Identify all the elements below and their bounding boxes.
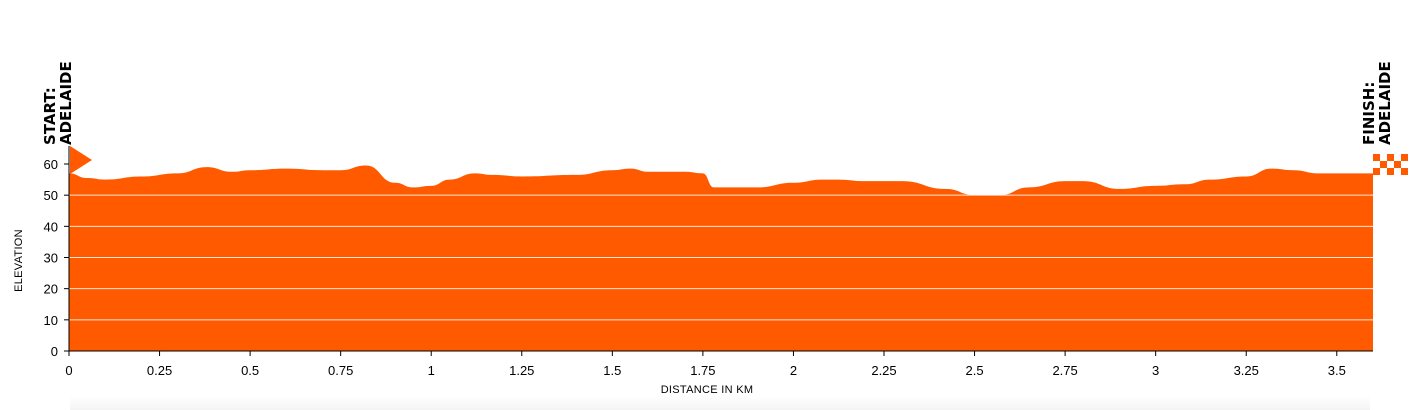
flag-square [1380,168,1387,175]
flag-square [1373,161,1380,168]
gridlines-overlay [69,163,1373,321]
flag-square [1394,168,1401,175]
x-tick-label: 0 [65,363,72,378]
x-tick-label: 1 [428,363,435,378]
flag-square [1387,161,1394,168]
start-marker: START: ADELAIDE [41,61,92,174]
y-tick-label: 50 [44,188,58,203]
y-tick-labels: 0 10 20 30 40 50 60 [44,157,69,359]
x-tick-label: 1.25 [509,363,534,378]
flag-square [1401,161,1408,168]
x-tick-label: 2 [790,363,797,378]
start-label-line1: START: [41,87,59,145]
x-tick-label: 3.5 [1328,363,1346,378]
x-tick-label: 0.5 [241,363,259,378]
start-flag-icon [70,146,92,174]
flag-square [1394,154,1401,161]
finish-marker: FINISH: ADELAIDE [1360,61,1408,175]
y-tick-label: 30 [44,251,58,266]
y-tick-label: 0 [51,344,58,359]
finish-label-line2: ADELAIDE [1376,61,1394,145]
x-tick-label: 0.75 [328,363,353,378]
elevation-area [69,165,1373,351]
y-tick-label: 20 [44,282,58,297]
x-tick-label: 2.5 [966,363,984,378]
x-tick-label: 1.5 [603,363,621,378]
x-tick-labels: 0 0.25 0.5 0.75 1 1.25 1.5 1.75 2 2.25 2.5 2.75 3 3.2… [65,351,1346,378]
footer-shadow [70,396,1370,410]
x-tick-label: 3.25 [1234,363,1259,378]
y-tick-label: 10 [44,313,58,328]
x-tick-label: 3 [1152,363,1159,378]
y-axis-label: ELEVATION [13,229,25,292]
y-tick-label: 40 [44,219,58,234]
x-axis-label: DISTANCE IN KM [661,384,754,396]
finish-checkered-flag-icon [1373,154,1408,175]
flag-square [1380,154,1387,161]
start-label-line2: ADELAIDE [57,61,75,145]
x-tick-label: 0.25 [147,363,172,378]
x-tick-label: 2.25 [871,363,896,378]
y-tick-label: 60 [44,157,58,172]
finish-label-line1: FINISH: [1360,82,1378,145]
x-tick-label: 1.75 [690,363,715,378]
x-tick-label: 2.75 [1052,363,1077,378]
